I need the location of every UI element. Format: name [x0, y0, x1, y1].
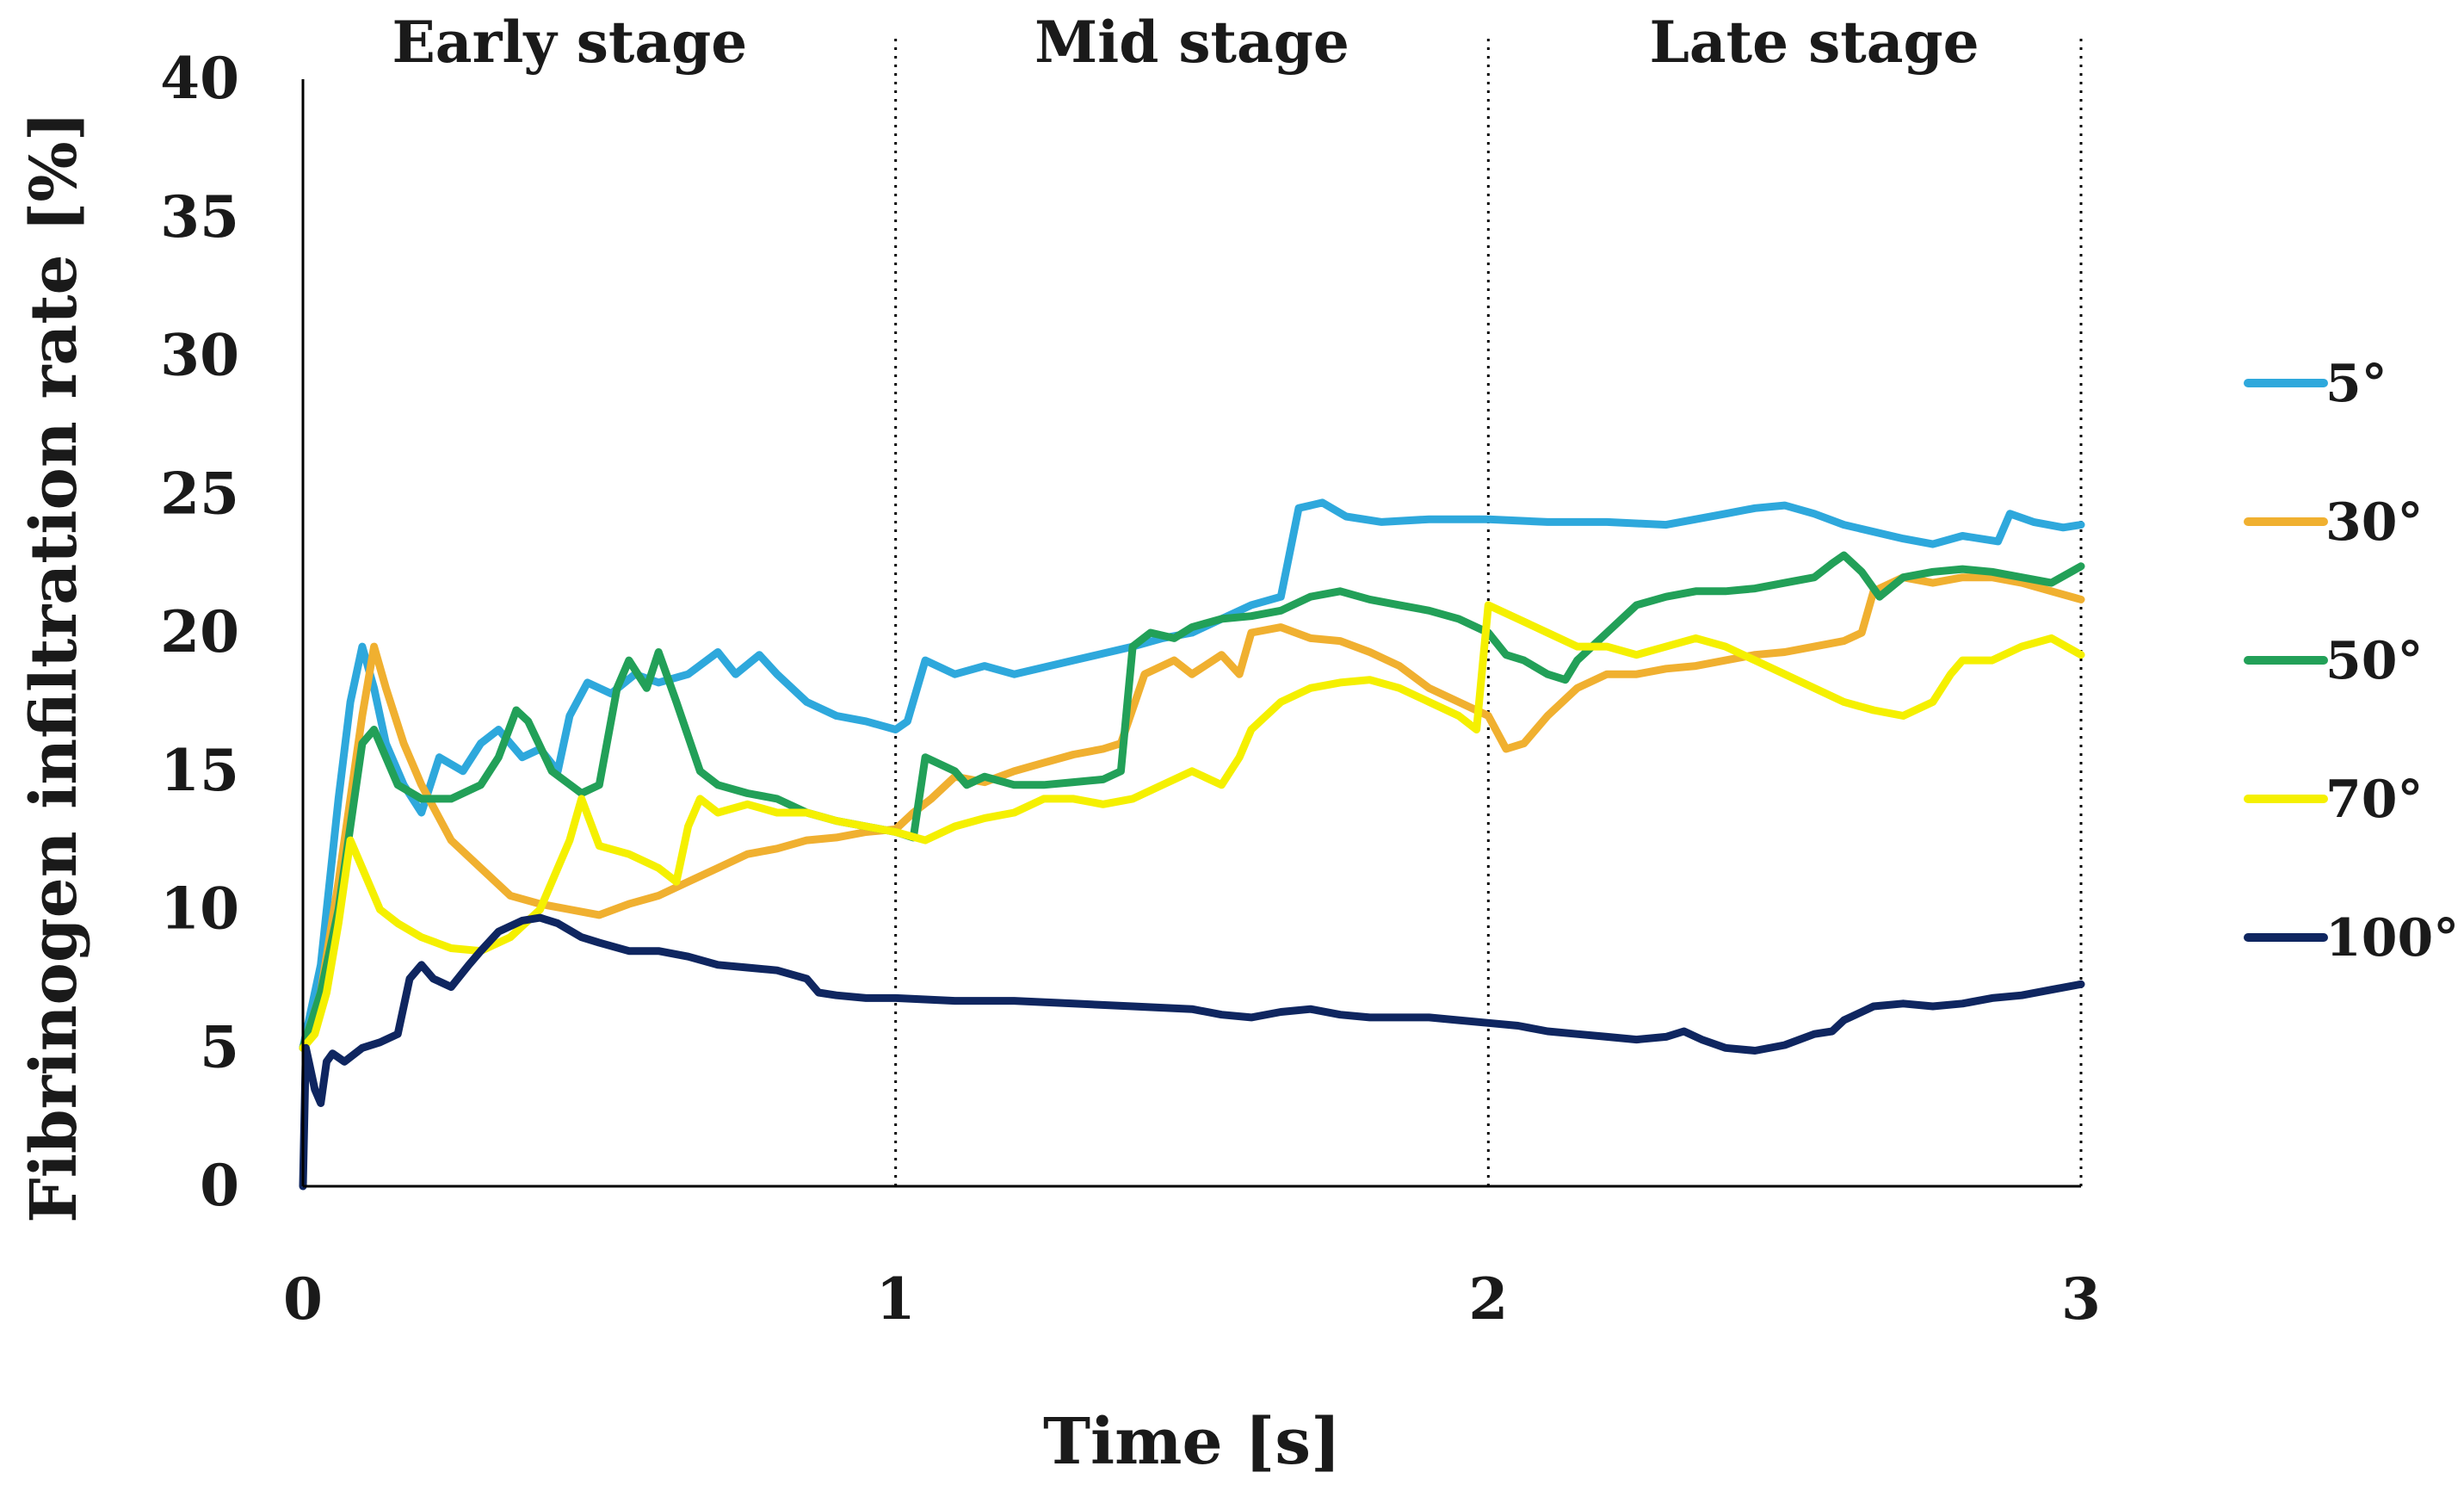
y-tick-label: 5	[200, 1013, 239, 1080]
stage-label: Late stage	[1650, 9, 1979, 76]
y-tick-label: 25	[160, 460, 239, 527]
legend-label: 5°	[2325, 354, 2387, 414]
stage-labels: Early stage Mid stage Late stage	[392, 9, 1979, 76]
y-axis-title: Fibrinogen infiltration rate [%]	[17, 111, 91, 1223]
y-tick-label: 30	[160, 322, 239, 389]
y-axis-ticks: 0 5 10 15 20 25 30 35 40	[160, 45, 239, 1219]
series-line-30-deg	[299, 573, 2085, 1052]
y-tick-label: 15	[160, 737, 239, 804]
stage-label: Early stage	[392, 9, 748, 76]
series-line-5-deg	[299, 498, 2085, 1052]
y-tick-label: 0	[200, 1152, 239, 1219]
legend-label: 50°	[2325, 631, 2424, 691]
x-axis-ticks: 0 1 2 3	[283, 1265, 2101, 1333]
series-line-50-deg	[299, 551, 2085, 1052]
x-tick-label: 2	[1468, 1265, 1508, 1333]
axes	[301, 79, 2081, 1188]
x-tick-label: 1	[876, 1265, 916, 1333]
legend-label: 100°	[2325, 908, 2459, 968]
y-tick-label: 35	[160, 183, 239, 251]
legend-label: 30°	[2325, 492, 2424, 553]
x-tick-label: 0	[283, 1265, 323, 1333]
x-tick-label: 3	[2061, 1265, 2101, 1333]
series-line-70-deg	[299, 601, 2085, 1052]
series-line-100-deg	[299, 913, 2085, 1191]
series-lines	[299, 498, 2085, 1191]
y-tick-label: 40	[160, 45, 239, 112]
stage-label: Mid stage	[1034, 9, 1349, 76]
legend: 5° 30° 50° 70° 100°	[2244, 354, 2459, 968]
y-tick-label: 20	[160, 598, 239, 665]
y-tick-label: 10	[160, 875, 239, 943]
x-axis-title: Time [s]	[1043, 1405, 1341, 1479]
legend-label: 70°	[2325, 770, 2424, 830]
